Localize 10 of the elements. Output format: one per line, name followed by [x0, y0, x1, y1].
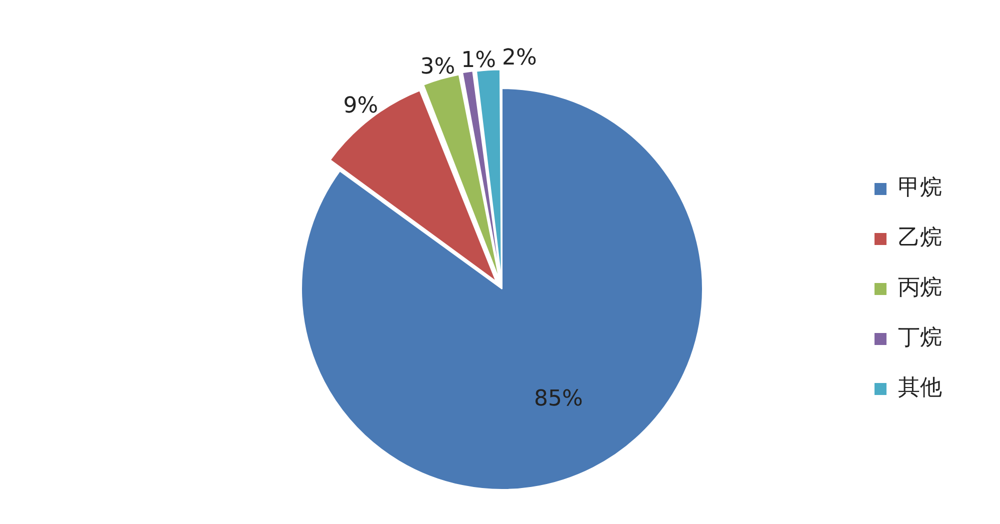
legend-label: 甲烷 [898, 176, 942, 201]
data-label: 1% [461, 48, 496, 74]
legend-label: 乙烷 [898, 226, 942, 251]
data-label: 2% [502, 46, 537, 71]
legend-label: 丁烷 [898, 326, 942, 351]
legend-label: 丙烷 [898, 276, 942, 301]
data-label: 85% [534, 386, 583, 412]
data-label: 3% [420, 54, 456, 80]
data-label: 9% [343, 94, 378, 119]
legend-label: 其他 [898, 376, 942, 401]
